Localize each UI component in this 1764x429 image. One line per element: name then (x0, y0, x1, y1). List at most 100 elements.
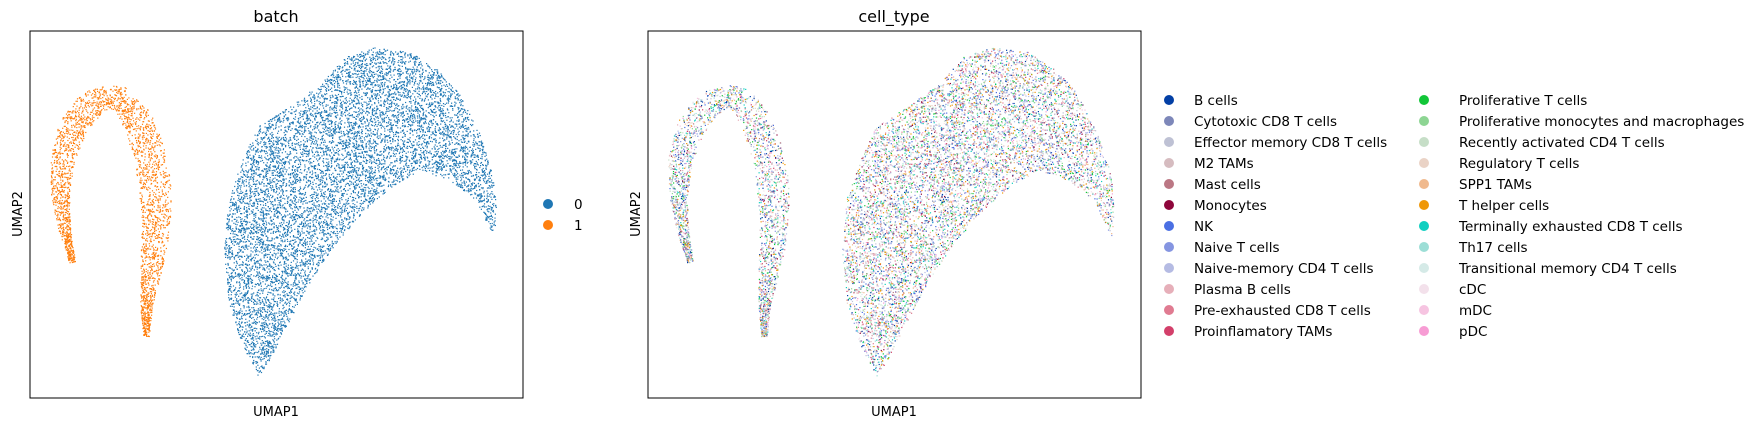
scatter-point (290, 191, 291, 192)
scatter-point (408, 151, 409, 152)
scatter-point (457, 183, 458, 184)
scatter-point (353, 63, 354, 64)
scatter-point (407, 139, 408, 140)
scatter-point (255, 295, 256, 296)
scatter-point (412, 77, 413, 78)
batch-title: batch (253, 7, 298, 26)
scatter-point (240, 300, 241, 301)
scatter-point (461, 184, 462, 185)
scatter-point (303, 160, 304, 161)
scatter-point (309, 241, 310, 242)
scatter-point (377, 134, 378, 135)
scatter-point (408, 165, 409, 166)
scatter-point (458, 143, 459, 144)
scatter-point (288, 111, 289, 112)
scatter-point (275, 344, 276, 345)
scatter-point (447, 132, 448, 133)
scatter-point (255, 336, 256, 337)
scatter-point (339, 176, 340, 177)
scatter-point (326, 146, 327, 147)
scatter-point (264, 264, 265, 265)
scatter-point (248, 352, 249, 353)
scatter-point (229, 207, 230, 208)
scatter-point (337, 158, 338, 159)
scatter-point (295, 171, 296, 172)
scatter-point (347, 228, 348, 229)
scatter-point (348, 183, 349, 184)
scatter-point (319, 148, 320, 149)
scatter-point (382, 119, 383, 120)
scatter-point (400, 161, 401, 162)
scatter-point (279, 188, 280, 189)
scatter-point (297, 268, 298, 269)
scatter-point (415, 156, 416, 157)
scatter-point (376, 54, 377, 55)
scatter-point (310, 183, 311, 184)
scatter-point (268, 193, 269, 194)
scatter-point (252, 211, 253, 212)
scatter-point (250, 344, 251, 345)
scatter-point (377, 116, 378, 117)
scatter-point (285, 249, 286, 250)
scatter-point (461, 114, 462, 115)
scatter-point (284, 292, 285, 293)
scatter-point (275, 284, 276, 285)
scatter-point (317, 211, 318, 212)
scatter-point (303, 179, 304, 180)
scatter-point (257, 356, 258, 357)
scatter-point (298, 201, 299, 202)
scatter-point (363, 53, 364, 54)
scatter-point (253, 177, 254, 178)
scatter-point (333, 247, 334, 248)
scatter-point (306, 264, 307, 265)
scatter-point (448, 91, 449, 92)
scatter-point (307, 140, 308, 141)
scatter-point (369, 170, 370, 171)
scatter-point (457, 97, 458, 98)
scatter-point (312, 173, 313, 174)
scatter-point (368, 71, 369, 72)
scatter-point (246, 287, 247, 288)
scatter-point (297, 304, 298, 305)
scatter-point (298, 180, 299, 181)
scatter-point (442, 169, 443, 170)
scatter-point (297, 254, 298, 255)
scatter-point (243, 241, 244, 242)
scatter-point (388, 61, 389, 62)
scatter-point (320, 211, 321, 212)
scatter-point (388, 80, 389, 81)
scatter-point (270, 252, 271, 253)
scatter-point (364, 192, 365, 193)
scatter-point (241, 176, 242, 177)
scatter-point (351, 176, 352, 177)
scatter-point (418, 145, 419, 146)
scatter-point (362, 165, 363, 166)
scatter-point (263, 241, 264, 242)
scatter-point (257, 273, 258, 274)
scatter-point (280, 169, 281, 170)
scatter-point (295, 175, 296, 176)
scatter-point (270, 351, 271, 352)
scatter-point (386, 94, 387, 95)
scatter-point (427, 165, 428, 166)
scatter-point (273, 299, 274, 300)
scatter-point (343, 234, 344, 235)
scatter-point (471, 190, 472, 191)
scatter-point (317, 213, 318, 214)
scatter-point (483, 178, 484, 179)
scatter-point (408, 73, 409, 74)
scatter-point (250, 329, 251, 330)
scatter-point (288, 302, 289, 303)
scatter-point (315, 183, 316, 184)
scatter-point (281, 285, 282, 286)
scatter-point (247, 249, 248, 250)
scatter-point (286, 293, 287, 294)
scatter-point (403, 92, 404, 93)
scatter-point (275, 200, 276, 201)
scatter-point (379, 186, 380, 187)
scatter-point (397, 54, 398, 55)
scatter-point (428, 89, 429, 90)
scatter-point (401, 157, 402, 158)
scatter-point (328, 198, 329, 199)
scatter-point (329, 109, 330, 110)
